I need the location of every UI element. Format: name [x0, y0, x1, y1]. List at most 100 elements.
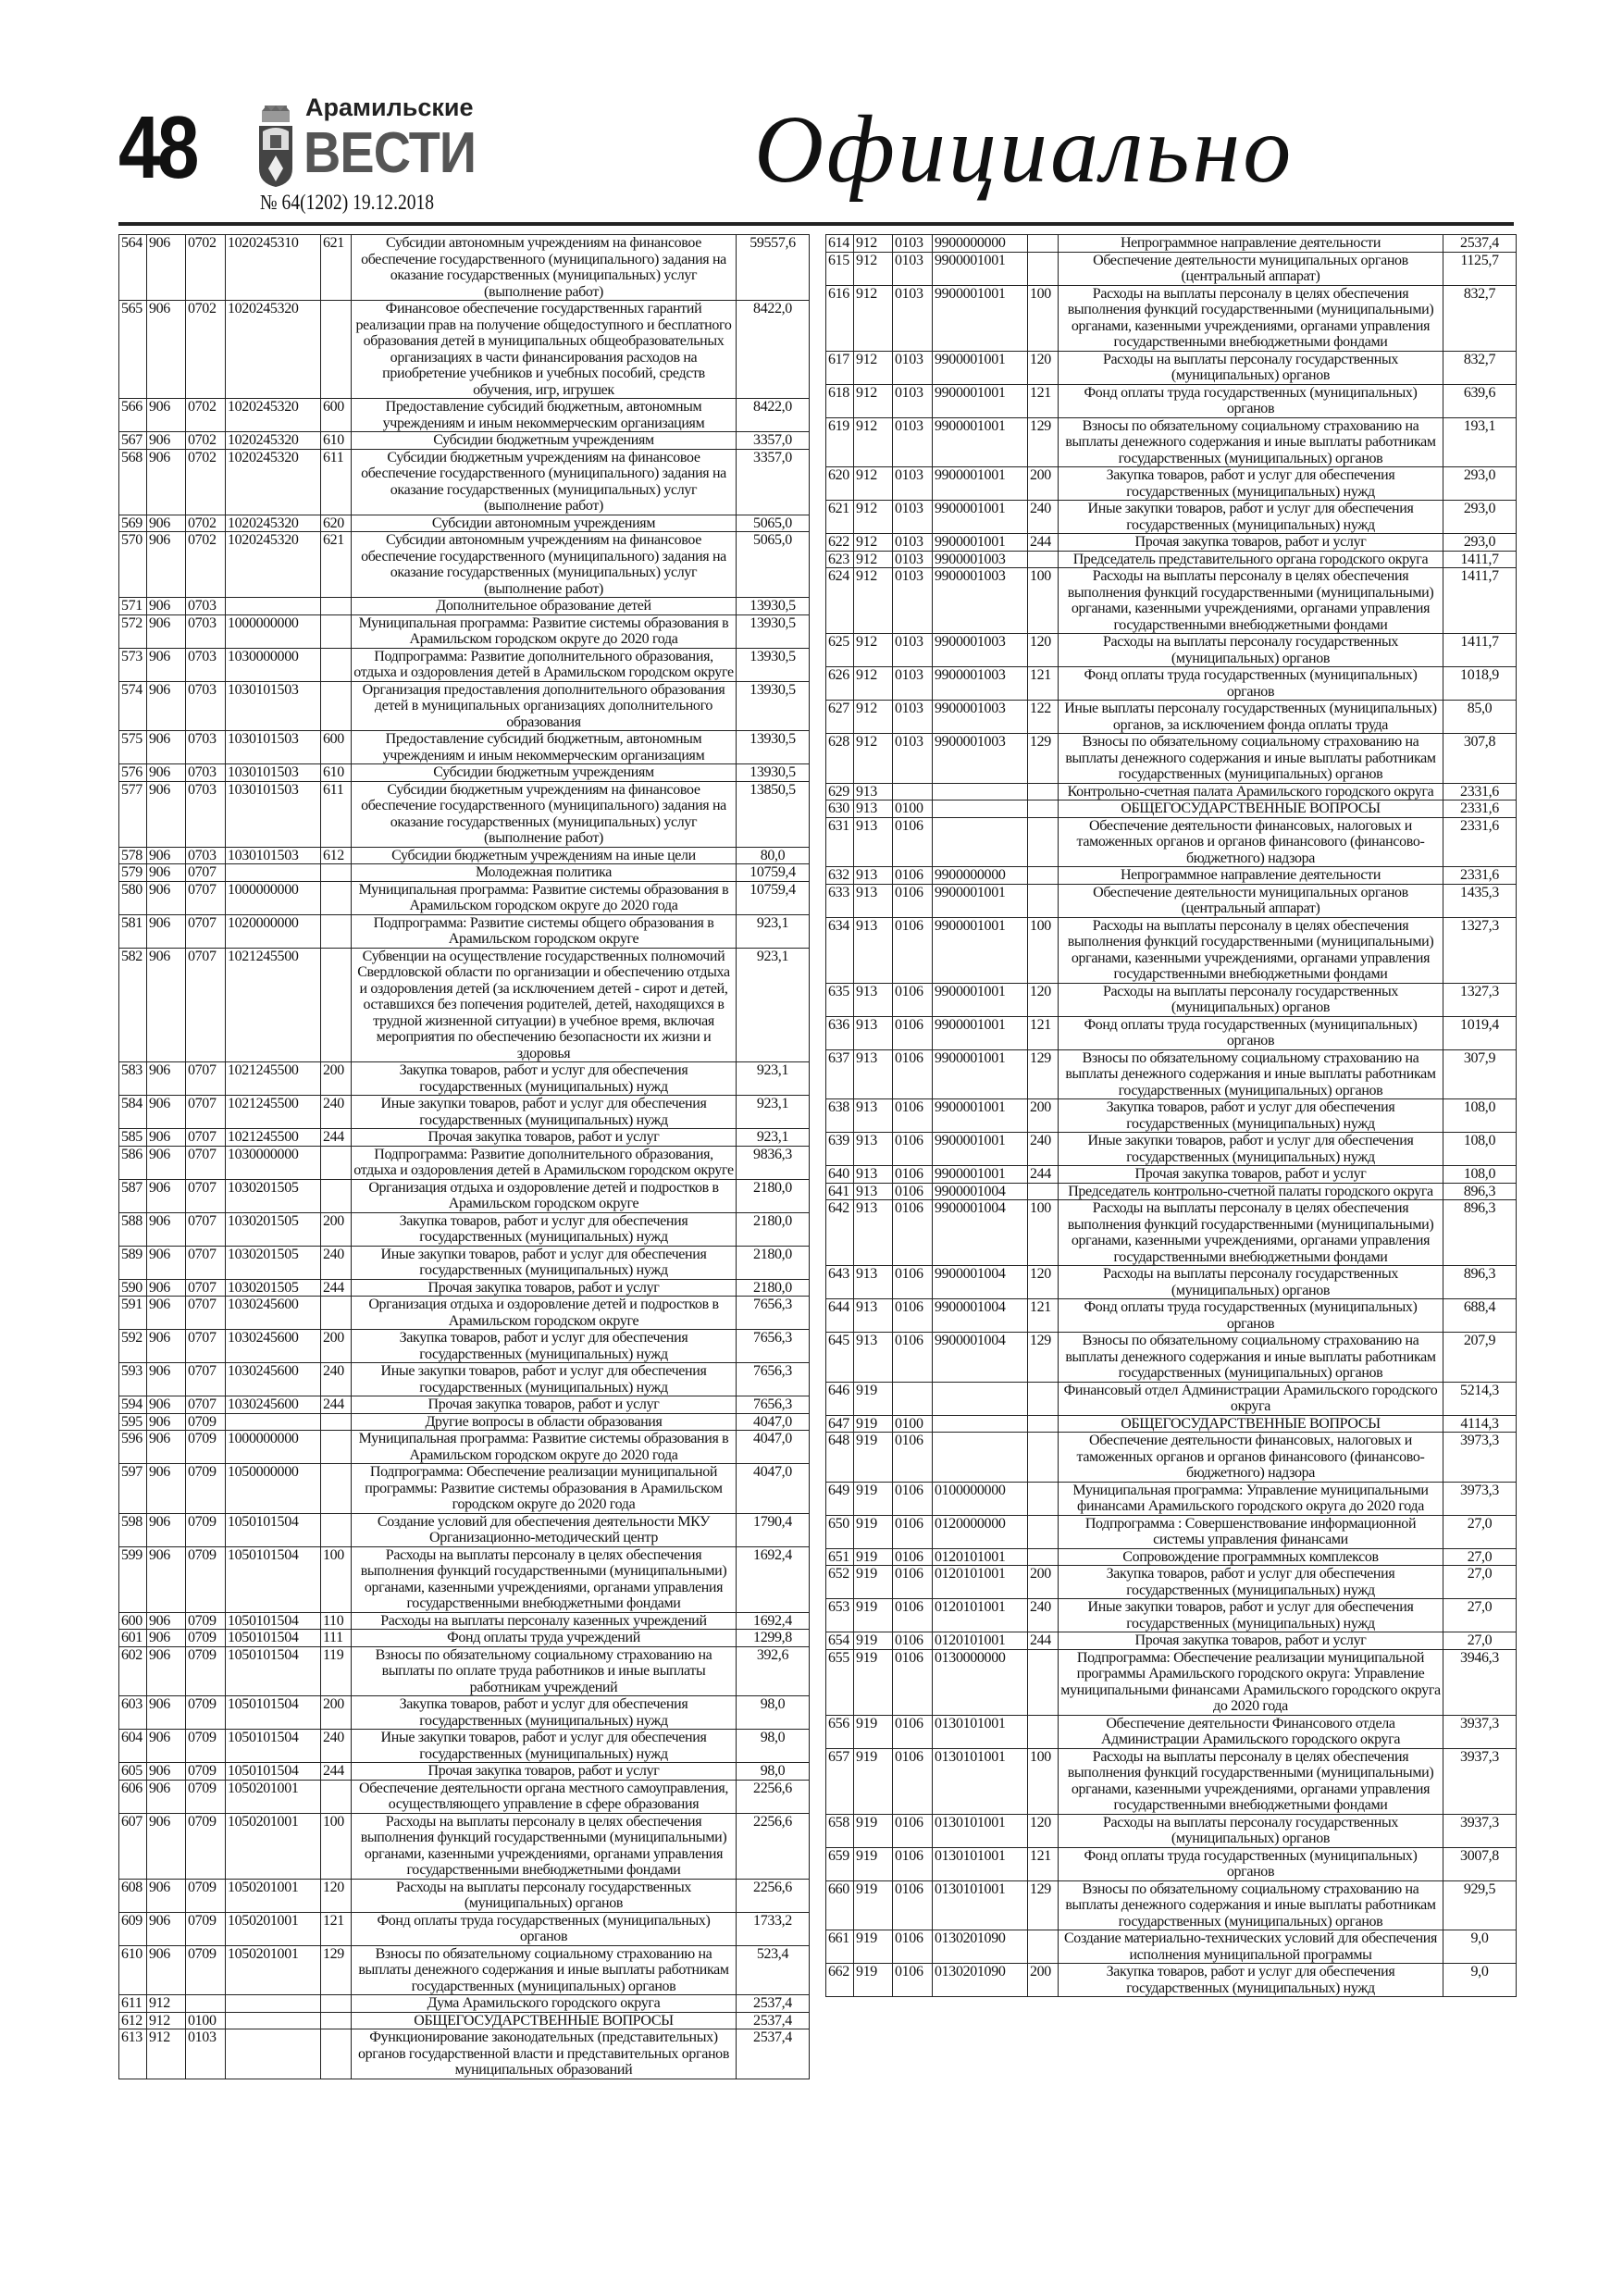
- table-row: 645 913 0106 9900001004 129 Взносы по обязате…: [825, 1332, 1517, 1383]
- department-code: 913: [853, 1165, 893, 1184]
- row-number: 601: [118, 1629, 147, 1647]
- expense-type-code: 240: [1027, 1132, 1059, 1166]
- row-number: 581: [118, 913, 147, 949]
- department-code: 906: [146, 1695, 186, 1730]
- expense-type-code: 240: [320, 1729, 352, 1763]
- amount: 929,5: [1443, 1880, 1517, 1930]
- department-code: 913: [853, 816, 893, 867]
- expense-type-code: [320, 1178, 352, 1213]
- department-code: 906: [146, 597, 186, 615]
- target-article-code: 1030245600: [225, 1396, 321, 1414]
- table-row: 599 906 0709 1050101504 100 Расходы на выплат…: [118, 1545, 810, 1613]
- description: Субсидии автономным учреждениям на финан…: [351, 234, 737, 301]
- department-code: 912: [853, 251, 893, 286]
- section-code: 0106: [892, 1432, 933, 1483]
- department-code: 912: [146, 1994, 186, 2013]
- row-number: 593: [118, 1362, 147, 1396]
- department-code: 919: [853, 1880, 893, 1930]
- table-row: 647 919 0100 ОБЩЕГОСУДАРСТВЕННЫЕ ВОПРОСЫ 411…: [825, 1414, 1517, 1433]
- row-number: 638: [825, 1098, 854, 1133]
- amount: 108,0: [1443, 1132, 1517, 1166]
- table-row: 615 912 0103 9900001001 Обеспечение деятельн…: [825, 251, 1517, 286]
- row-number: 651: [825, 1547, 854, 1566]
- section-code: 0103: [892, 416, 933, 467]
- amount: 307,8: [1443, 733, 1517, 784]
- department-code: 906: [146, 1911, 186, 1946]
- target-article-code: 1030245600: [225, 1296, 321, 1330]
- section-code: 0106: [892, 1963, 933, 1997]
- description: Молодежная политика: [351, 863, 737, 882]
- row-number: 633: [825, 883, 854, 918]
- department-code: 906: [146, 1762, 186, 1781]
- description: Фонд оплаты труда государственных (муниц…: [1058, 1015, 1443, 1050]
- target-article-code: 9900001004: [932, 1182, 1028, 1200]
- target-article-code: 9900001001: [932, 1098, 1028, 1133]
- target-article-code: 1021245500: [225, 1128, 321, 1147]
- description: Субсидии бюджетным учреждениям: [351, 763, 737, 782]
- target-article-code: 0120000000: [932, 1514, 1028, 1549]
- section-code: 0707: [185, 863, 226, 882]
- description: Субсидии бюджетным учреждениям на финанс…: [351, 448, 737, 515]
- expense-type-code: [320, 1512, 352, 1547]
- amount: 1411,7: [1443, 567, 1517, 634]
- table-row: 576 906 0703 1030101503 610 Субсидии бюджетны…: [118, 763, 810, 782]
- amount: 108,0: [1443, 1165, 1517, 1184]
- expense-type-code: 200: [1027, 1963, 1059, 1997]
- description: Расходы на выплаты персоналу государстве…: [1058, 1265, 1443, 1299]
- section-code: 0106: [892, 1265, 933, 1299]
- target-article-code: 9900001001: [932, 1132, 1028, 1166]
- row-number: 613: [118, 2029, 147, 2079]
- table-row: 590 906 0707 1030201505 244 Прочая закупка то…: [118, 1278, 810, 1297]
- table-row: 623 912 0103 9900001003 Председатель предста…: [825, 550, 1517, 568]
- table-row: 638 913 0106 9900001001 200 Закупка товаров, …: [825, 1098, 1517, 1133]
- table-row: 605 906 0709 1050101504 244 Прочая закупка то…: [118, 1762, 810, 1781]
- amount: 3357,0: [736, 448, 810, 515]
- section-code: 0707: [185, 1362, 226, 1396]
- amount: 523,4: [736, 1944, 810, 1995]
- section-code: 0103: [892, 284, 933, 352]
- department-code: 912: [146, 2029, 186, 2079]
- table-row: 621 912 0103 9900001001 240 Иные закупки това…: [825, 500, 1517, 534]
- description: Субсидии бюджетным учреждениям на финанс…: [351, 780, 737, 848]
- target-article-code: 0120101001: [932, 1632, 1028, 1650]
- department-code: 906: [146, 1061, 186, 1096]
- description: Муниципальная программа: Управление муни…: [1058, 1481, 1443, 1516]
- department-code: 912: [853, 416, 893, 467]
- row-number: 646: [825, 1381, 854, 1416]
- table-row: 624 912 0103 9900001003 100 Расходы на выплат…: [825, 567, 1517, 634]
- row-number: 655: [825, 1648, 854, 1716]
- section-code: 0703: [185, 730, 226, 764]
- expense-type-code: 612: [320, 846, 352, 864]
- target-article-code: 1030101503: [225, 730, 321, 764]
- amount: 3973,3: [1443, 1481, 1517, 1516]
- department-code: 906: [146, 1878, 186, 1913]
- section-code: 0106: [892, 1098, 933, 1133]
- target-article-code: 1050101504: [225, 1762, 321, 1781]
- description: Расходы на выплаты персоналу в целях обе…: [1058, 567, 1443, 634]
- description: Муниципальная программа: Развитие систем…: [351, 614, 737, 649]
- amount: 2180,0: [736, 1278, 810, 1297]
- expense-type-code: 200: [1027, 1565, 1059, 1599]
- section-code: 0103: [892, 350, 933, 385]
- amount: 1733,2: [736, 1911, 810, 1946]
- target-article-code: 0120101001: [932, 1565, 1028, 1599]
- department-code: 919: [853, 1747, 893, 1815]
- section-code: [892, 1381, 933, 1416]
- row-number: 569: [118, 514, 147, 532]
- expense-type-code: [320, 1994, 352, 2013]
- table-row: 660 919 0106 0130101001 129 Взносы по обязате…: [825, 1880, 1517, 1930]
- description: Председатель представительного органа го…: [1058, 550, 1443, 568]
- section-code: 0702: [185, 531, 226, 598]
- table-row: 619 912 0103 9900001001 129 Взносы по обязате…: [825, 416, 1517, 467]
- target-article-code: 0130101001: [932, 1714, 1028, 1749]
- section-code: 0709: [185, 1944, 226, 1995]
- expense-type-code: [320, 863, 352, 882]
- row-number: 604: [118, 1729, 147, 1763]
- target-article-code: 1030201505: [225, 1178, 321, 1213]
- row-number: 574: [118, 680, 147, 731]
- table-row: 602 906 0709 1050101504 119 Взносы по обязате…: [118, 1645, 810, 1696]
- section-code: 0703: [185, 846, 226, 864]
- department-code: 913: [853, 916, 893, 984]
- section-code: 0703: [185, 647, 226, 682]
- description: Финансовый отдел Администрации Арамильск…: [1058, 1381, 1443, 1416]
